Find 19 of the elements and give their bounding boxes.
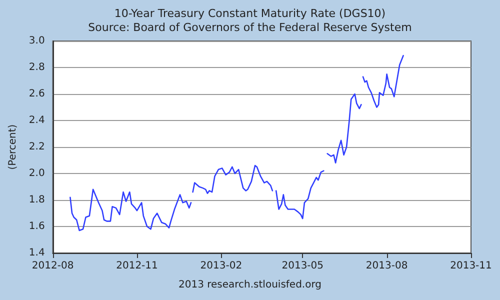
y-tick-label: 3.0 [28,36,45,46]
text: 2013 research.stlouisfed.org [178,280,322,290]
x-tick-label: 2013-02 [200,260,242,272]
y-tick-label: 2.8 [28,62,45,73]
y-tick-label: 2.6 [28,88,45,100]
chart-title: 10-Year Treasury Constant Maturity Rate (DGS10) [114,7,386,20]
y-tick-label: 2.2 [28,142,45,152]
y-tick-label: 2.0 [28,168,45,179]
x-tick-label: 2013-08 [366,260,408,272]
y-axis-title: (Percent) [8,124,18,170]
y-tick-label: 1.8 [28,194,45,206]
y-tick-label: 2.4 [28,115,45,126]
x-tick-label: 2013-11 [450,260,492,272]
x-tick-label: 2013-05 [282,260,324,272]
x-tick-label: 2012-08 [32,260,74,272]
y-tick-label: 1.6 [28,221,45,232]
x-tick-label: 2012-11 [116,260,158,272]
y-tick-label: 1.4 [28,248,45,258]
chart-subtitle: Source: Board of Governors of the Federal Reserve System [88,21,412,34]
